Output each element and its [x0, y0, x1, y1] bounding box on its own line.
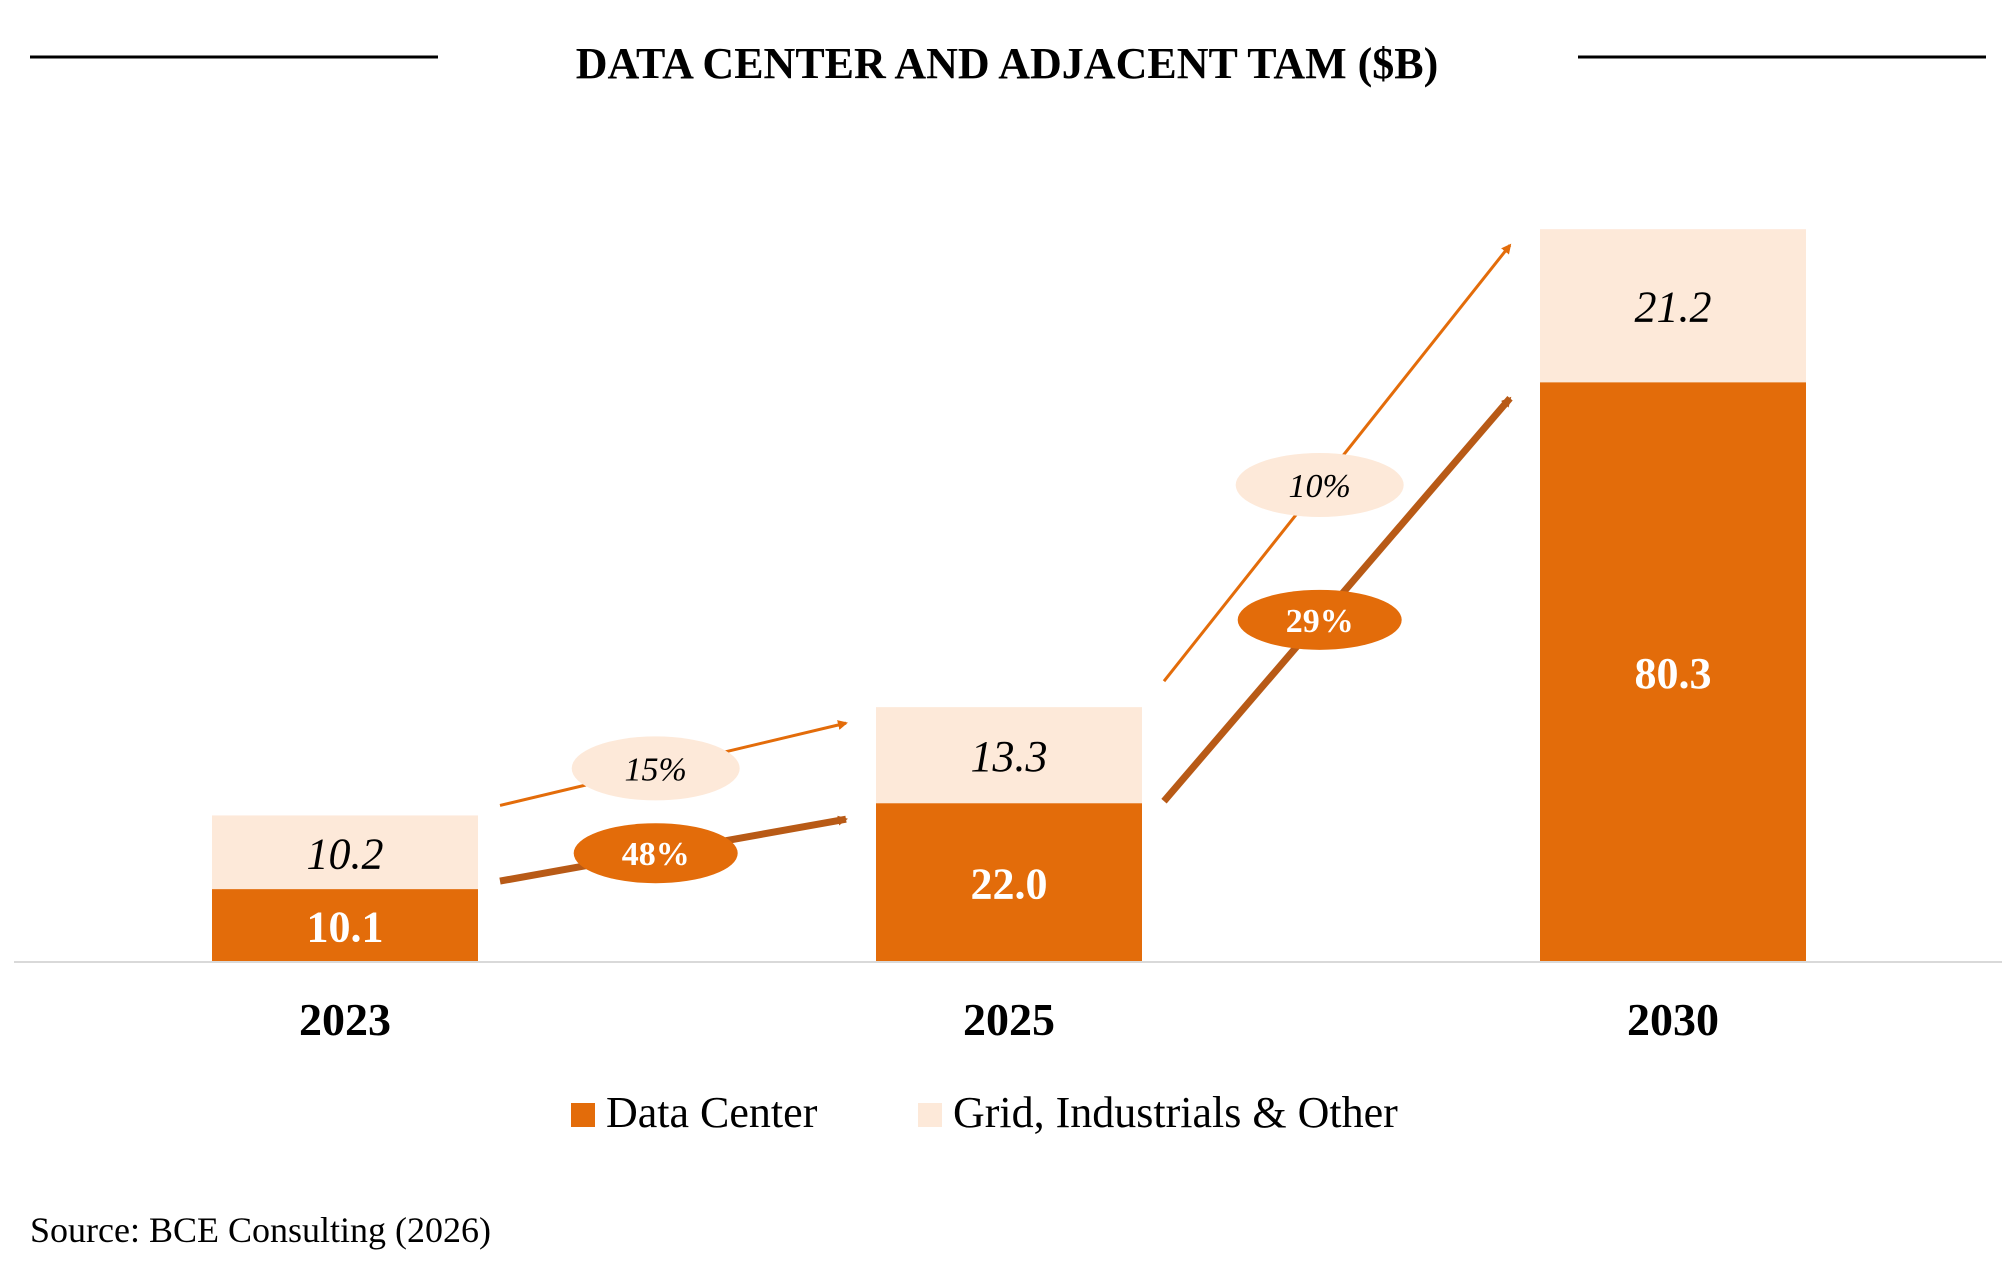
- bar-grid-industrials-other-2030: [1540, 229, 1806, 383]
- chart-title: DATA CENTER AND ADJACENT TAM ($B): [576, 39, 1439, 88]
- growth-label-grid-industrials-other-2025-2030: 10%: [1289, 468, 1351, 505]
- growth-badge-data-center-2025-2030: [1237, 589, 1402, 650]
- value-label-grid-industrials-other-2025: 13.3: [971, 732, 1048, 781]
- growth-label-data-center-2023-2025: 48%: [622, 836, 690, 873]
- bar-grid-industrials-other-2025: [876, 707, 1142, 804]
- value-label-data-center-2030: 80.3: [1635, 649, 1712, 698]
- legend-swatch-data-center: [571, 1103, 595, 1127]
- value-label-data-center-2025: 22.0: [971, 860, 1048, 909]
- legend-swatch-grid-other: [918, 1103, 942, 1127]
- growth-label-grid-industrials-other-2023-2025: 15%: [625, 751, 687, 788]
- legend-label-grid-other: Grid, Industrials & Other: [953, 1088, 1398, 1137]
- bars-layer: [212, 229, 1806, 962]
- x-tick-label-2023: 2023: [299, 994, 391, 1045]
- growth-arrows-layer: 48% 15% 29% 10%: [499, 243, 1513, 885]
- value-label-grid-industrials-other-2023: 10.2: [307, 829, 384, 878]
- value-label-grid-industrials-other-2030: 21.2: [1635, 283, 1712, 332]
- bar-data-center-2023: [212, 889, 478, 962]
- bar-data-center-2025: [876, 803, 1142, 962]
- bar-data-center-2030: [1540, 382, 1806, 962]
- value-labels-layer: 10.1 10.2 22.0 13.3 80.3 21.2: [307, 283, 1712, 952]
- x-tick-labels: 2023 2025 2030: [299, 994, 1719, 1045]
- growth-badge-data-center-2023-2025: [573, 823, 738, 884]
- x-tick-label-2030: 2030: [1627, 994, 1719, 1045]
- legend-label-data-center: Data Center: [606, 1088, 818, 1137]
- source-note: Source: BCE Consulting (2026): [30, 1210, 491, 1250]
- legend: Data Center Grid, Industrials & Other: [571, 1088, 1398, 1137]
- bar-grid-industrials-other-2023: [212, 815, 478, 890]
- value-label-data-center-2023: 10.1: [307, 903, 384, 952]
- growth-badge-grid-industrials-other-2023-2025: [571, 736, 740, 801]
- growth-label-data-center-2025-2030: 29%: [1286, 603, 1354, 640]
- growth-badge-grid-industrials-other-2025-2030: [1235, 452, 1404, 517]
- x-tick-label-2025: 2025: [963, 994, 1055, 1045]
